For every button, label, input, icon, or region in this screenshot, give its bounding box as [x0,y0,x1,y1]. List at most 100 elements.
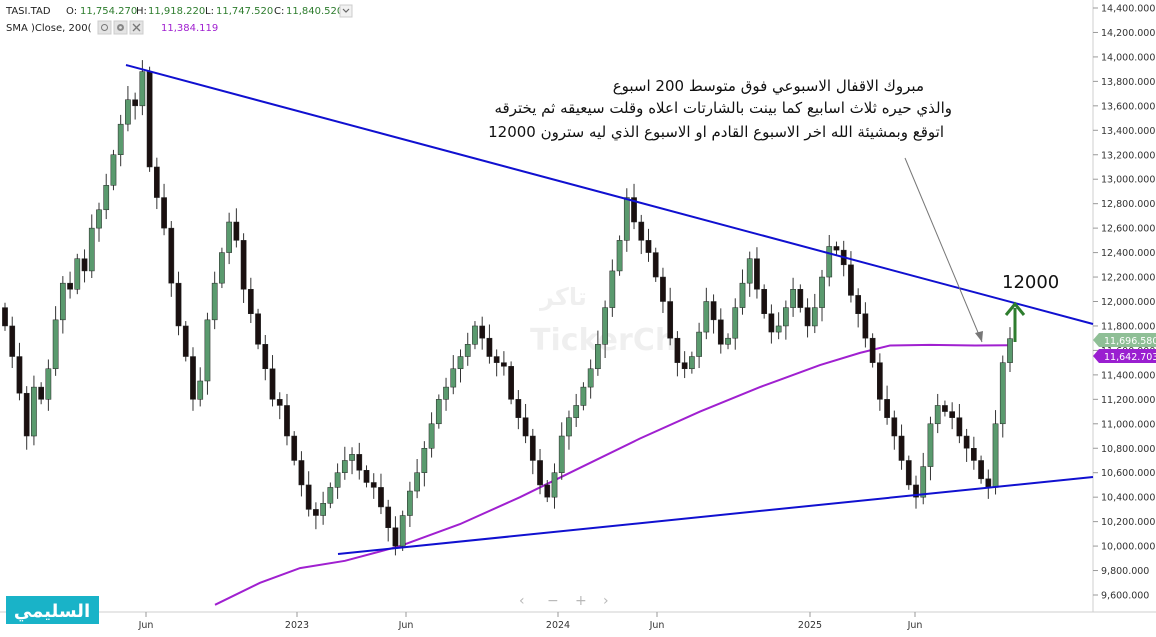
y-tick-label: 14,000.000 [1101,52,1155,63]
candle [247,277,254,324]
candle-body [240,240,247,290]
candle [710,294,717,334]
y-tick-label: 9,600.000 [1101,591,1149,602]
candle-body [31,386,37,437]
candle [370,473,377,499]
candle [255,308,261,350]
candle [443,377,449,411]
watermark-arabic: تاكر [539,283,587,311]
header-symbol: TASI.TAD [5,6,51,17]
trendline-resistance [125,64,1094,325]
y-tick-label: 10,800.000 [1101,444,1155,455]
candle [768,304,775,344]
candles-layer [2,60,1013,556]
y-tick-label: 11,800.000 [1101,321,1155,332]
zoom-in-icon[interactable]: + [575,593,587,609]
candle-body [508,366,514,400]
y-tick-label: 12,800.000 [1101,199,1155,210]
y-tick-label: 12,400.000 [1101,248,1155,259]
candle [717,308,724,354]
candle [146,66,153,172]
candle [211,271,218,330]
candle [573,393,580,427]
candle-body [667,301,674,339]
x-tick-label: Jun [907,620,923,631]
candle [190,347,196,411]
candle [407,481,413,528]
candle-body [88,227,95,272]
candle-body [537,460,543,486]
annotation-line-3: اتوقع وبمشيئة الله اخر الاسبوع القادم او… [488,123,944,142]
scroll-left-icon[interactable]: ‹ [519,593,525,609]
candle [790,277,796,317]
candle-body [197,380,204,400]
candle-body [81,258,88,272]
candle [110,149,117,191]
candle-body [942,405,948,412]
sma-layer [214,343,1011,606]
candle [356,442,363,480]
candle [472,321,478,350]
candle [725,333,731,350]
candle-body [544,484,551,498]
candle-body [775,325,782,333]
candle [970,436,977,470]
candle-body [45,368,52,400]
candle-body [327,487,334,504]
candle-body [247,289,254,314]
candle [31,375,37,446]
candle [125,86,131,132]
candle-body [161,197,167,229]
sma-visibility-eye-icon[interactable] [97,20,112,35]
candle [175,271,182,336]
candle-body [660,276,666,302]
sma-settings-gear-icon[interactable] [113,20,128,35]
candle-body [2,307,8,327]
candle-body [580,386,587,406]
candle [645,228,652,262]
candle-body [963,435,970,449]
candle-body [305,484,312,510]
candle-body [313,509,319,516]
candle [811,293,818,334]
candle [956,403,963,444]
y-tick-label: 11,200.000 [1101,395,1155,406]
sma-badge-text: 11,642.703 [1104,352,1156,363]
y-tick-label: 13,200.000 [1101,150,1155,161]
candle-body [23,392,30,437]
candle [616,235,623,276]
target-arrow-head [1004,301,1026,316]
candle-body [645,240,652,253]
candle-body [877,362,883,400]
candle-body [378,487,384,508]
candle [479,316,486,350]
candle-body [717,319,724,345]
candle [877,353,883,411]
header-more-icon[interactable] [339,4,353,18]
candle [558,422,565,480]
candle [934,393,941,434]
candle-body [681,362,688,370]
candle-body [255,313,261,345]
candle [602,300,608,358]
candle-body [551,472,558,498]
candle [493,349,500,377]
zoom-out-icon[interactable]: − [547,593,559,609]
annotation-line-1: مبروك الاقفال الاسبوعي فوق متوسط 200 اسب… [613,77,924,96]
candle [739,269,746,315]
candle [464,332,471,366]
candle [45,359,52,411]
candle-body [898,435,905,461]
sma-remove-close-icon[interactable] [129,20,144,35]
candle [566,410,572,450]
candle-body [421,448,428,473]
candle [262,335,269,381]
candle [631,183,637,230]
y-tick-label: 13,000.000 [1101,175,1155,186]
sma-legend-value: 11,384.119 [161,23,218,34]
candle [783,300,789,340]
candle-body [522,417,529,437]
candle [544,480,551,503]
scroll-right-icon[interactable]: › [603,593,609,609]
